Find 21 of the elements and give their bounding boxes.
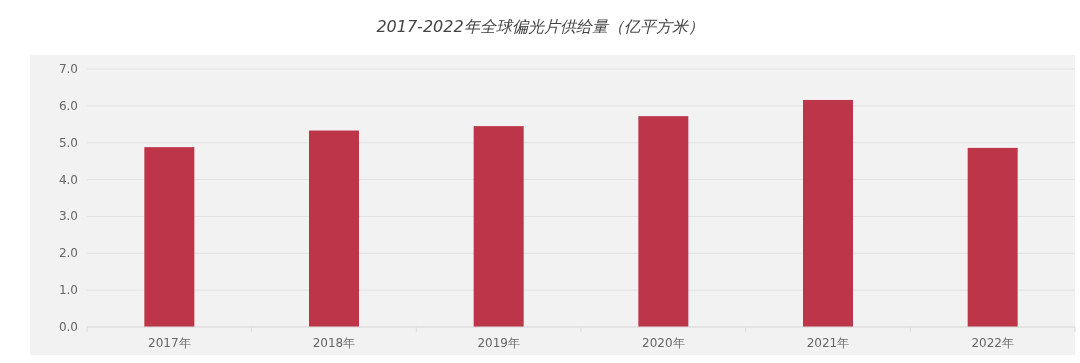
x-tick-label: 2022年 [971,336,1014,350]
x-tick-label: 2017年 [148,336,191,350]
y-tick-label: 4.0 [58,172,78,187]
x-tick-label: 2018年 [312,336,356,350]
y-tick-label: 6.0 [58,98,78,113]
chart-title: 2017-2022年全球偏光片供给量（亿平方米） [376,17,704,36]
x-tick-label: 2021年 [806,336,850,350]
x-tick-label: 2019年 [477,336,520,350]
y-tick-label: 3.0 [58,209,78,224]
bar [967,147,1018,327]
bar [638,116,689,327]
y-tick-label: 1.0 [58,283,78,298]
y-tick-label: 2.0 [58,246,78,261]
y-tick-label: 7.0 [58,62,78,76]
x-tick-label: 2020年 [642,336,685,350]
bar [144,147,195,327]
y-tick-label: 0.0 [58,320,78,334]
y-tick-label: 5.0 [58,135,78,150]
bar [473,126,524,327]
bar [309,130,359,327]
bar [803,99,853,327]
